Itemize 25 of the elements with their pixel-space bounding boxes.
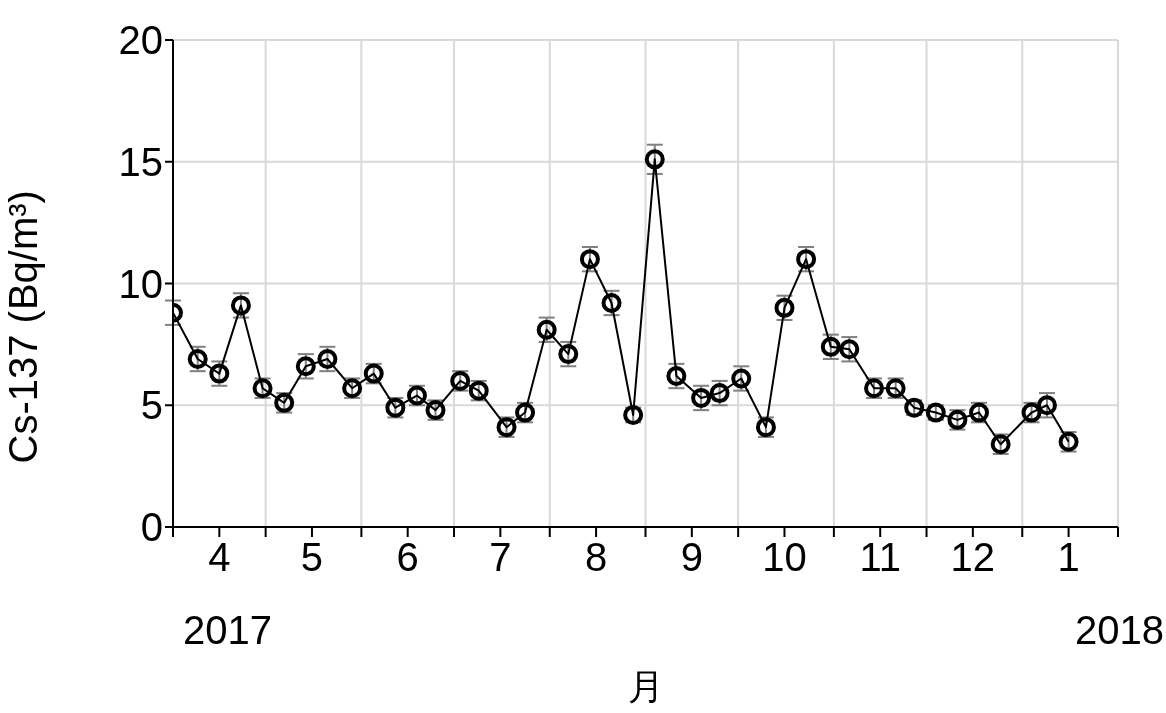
point (317, 348, 338, 369)
x-tick-label: 11 (859, 535, 901, 579)
y-tick-label: 10 (118, 261, 163, 306)
y-tick-label: 5 (140, 383, 163, 428)
x-tick-label: 10 (762, 535, 807, 579)
x-tick-label: 6 (396, 535, 419, 579)
point (644, 149, 665, 170)
y-axis-title: Cs-137 (Bq/m³) (1, 190, 46, 464)
x-tick-label: 8 (584, 535, 608, 579)
x-tick-label: 1 (1057, 535, 1080, 579)
text: 2017 (183, 608, 272, 653)
y-tick-label: 15 (118, 139, 163, 184)
text: 2018 (1075, 608, 1164, 653)
y-tick-label: 20 (118, 18, 163, 63)
point (666, 366, 687, 387)
x-tick-label: 7 (489, 535, 512, 579)
x-tick-label: 4 (208, 535, 231, 579)
x-tick-label: 5 (300, 535, 324, 579)
x-tick-label: 9 (680, 535, 703, 579)
point (558, 344, 579, 365)
point (187, 348, 208, 369)
x-tick-label: 12 (950, 535, 996, 579)
y-tick-label: 0 (140, 505, 163, 550)
point (709, 383, 730, 404)
x-axis-title: 月 (626, 665, 665, 709)
